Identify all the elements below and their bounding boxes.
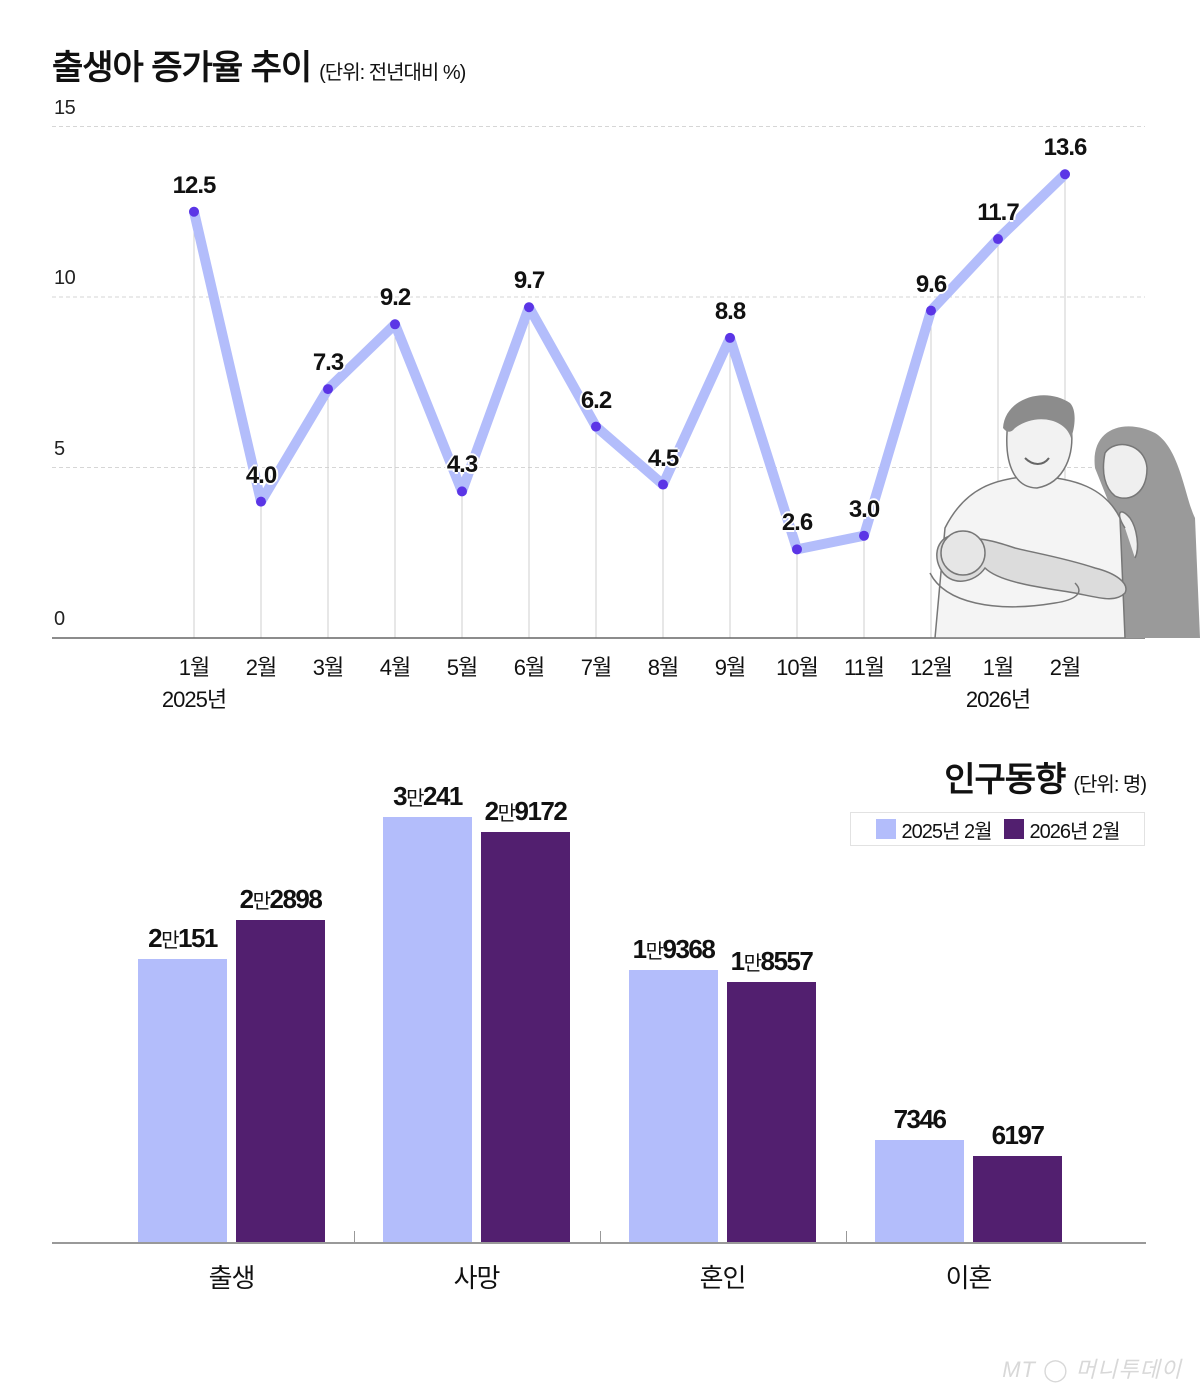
point-value-label: 8.8: [714, 297, 746, 325]
x-tick-label: 3월: [312, 655, 345, 680]
bar-chart-title: 인구동향 (단위: 명): [944, 752, 1147, 801]
data-point: [1060, 169, 1070, 180]
point-value-label: 11.7: [977, 199, 1019, 227]
x-tick-label: 1월: [982, 655, 1015, 680]
data-point: [926, 305, 936, 316]
legend-item-2025: 2025년 2월: [875, 815, 993, 844]
point-value-label: 9.2: [379, 284, 411, 312]
line-chart-title: 출생아 증가율 추이 (단위: 전년대비 %): [52, 40, 466, 89]
category-separator-tick: [354, 1231, 355, 1243]
point-value-label: 3.0: [848, 495, 880, 523]
point-value-label: 4.3: [446, 451, 478, 479]
data-point: [189, 206, 199, 217]
x-tick-label: 1월: [178, 655, 211, 680]
bar-chart-unit: (단위: 명): [1073, 774, 1147, 796]
bar-value-label: 7346: [893, 1104, 947, 1134]
bar-value-label: 1만8557: [730, 946, 814, 976]
bar-chart-title-text: 인구동향: [944, 761, 1066, 799]
data-point: [390, 319, 400, 330]
gridlines: [52, 126, 1145, 468]
watermark-logo: MT ◯ 머니투데이: [1002, 1357, 1182, 1382]
x-tick-label: 2월: [1049, 655, 1082, 680]
bar-2026-1: [481, 832, 570, 1243]
point-value-label: 6.2: [580, 386, 612, 414]
point-value-label: 2.6: [781, 509, 813, 537]
bar-2026-2: [727, 982, 816, 1243]
data-point: [591, 421, 601, 432]
bar-legend: 2025년 2월 2026년 2월: [850, 812, 1145, 846]
bar-2026-0: [236, 920, 325, 1243]
y-tick-label: 15: [54, 96, 76, 119]
bar-value-label: 6197: [991, 1120, 1045, 1150]
x-tick-label: 10월: [776, 655, 819, 680]
category-separator-tick: [600, 1231, 601, 1243]
data-points: [189, 169, 1070, 555]
bar-value-label: 3만241: [393, 781, 463, 811]
bar-category-label: 혼인: [699, 1263, 747, 1293]
data-point: [993, 234, 1003, 245]
line-chart-unit: (단위: 전년대비 %): [319, 62, 466, 84]
data-point: [658, 479, 668, 490]
point-value-label: 4.5: [647, 444, 679, 472]
x-tick-label: 4월: [379, 655, 412, 680]
data-point: [256, 496, 266, 507]
data-point: [457, 486, 467, 497]
data-point: [859, 530, 869, 541]
data-point: [725, 332, 735, 343]
legend-swatch-2026: [1003, 819, 1024, 839]
y-tick-label: 0: [54, 608, 65, 630]
point-value-label: 7.3: [312, 349, 344, 377]
bar-value-label: 2만151: [148, 923, 218, 953]
line-chart-canvas: [52, 126, 1145, 639]
line-chart-title-text: 출생아 증가율 추이: [52, 49, 312, 87]
point-value-label: 12.5: [172, 171, 217, 199]
bar-value-label: 1만9368: [632, 934, 716, 964]
point-value-label: 9.7: [513, 267, 545, 295]
data-point: [524, 302, 534, 313]
parents-holding-newborn-illustration: [929, 395, 1200, 638]
bar-2025-1: [383, 817, 472, 1243]
legend-swatch-2025: [875, 819, 896, 839]
bar-category-label: 이혼: [945, 1263, 993, 1293]
y-tick-label: 5: [54, 437, 65, 460]
bar-2025-0: [138, 959, 227, 1243]
bar-value-label: 2만2898: [239, 884, 323, 914]
year-label: 2026년: [965, 687, 1031, 712]
x-tick-label: 12월: [910, 655, 953, 680]
category-separator-tick: [846, 1231, 847, 1243]
bar-2025-2: [629, 970, 718, 1243]
x-tick-label: 8월: [647, 655, 680, 680]
legend-label-2025: 2025년 2월: [901, 820, 993, 843]
bar-2026-3: [973, 1156, 1062, 1243]
point-value-label: 4.0: [245, 461, 277, 489]
x-tick-label: 5월: [446, 655, 479, 680]
bar-category-label: 출생: [208, 1263, 256, 1293]
bar-2025-3: [875, 1140, 964, 1243]
legend-label-2026: 2026년 2월: [1029, 820, 1121, 843]
data-point: [323, 384, 333, 395]
legend-item-2026: 2026년 2월: [1003, 815, 1121, 844]
x-tick-label: 6월: [513, 655, 546, 680]
x-tick-label: 2월: [245, 655, 278, 680]
bar-category-label: 사망: [453, 1263, 501, 1293]
year-label: 2025년: [161, 687, 227, 712]
x-tick-label: 11월: [843, 655, 885, 680]
point-value-label: 9.6: [915, 270, 947, 298]
data-point: [792, 544, 802, 555]
x-tick-label: 9월: [714, 655, 747, 680]
x-tick-label: 7월: [580, 655, 613, 680]
growth-rate-line: [189, 169, 1070, 555]
bar-baseline: [52, 1242, 1146, 1244]
y-tick-label: 10: [54, 267, 76, 289]
bar-value-label: 2만9172: [484, 796, 568, 826]
point-value-label: 13.6: [1043, 134, 1088, 162]
